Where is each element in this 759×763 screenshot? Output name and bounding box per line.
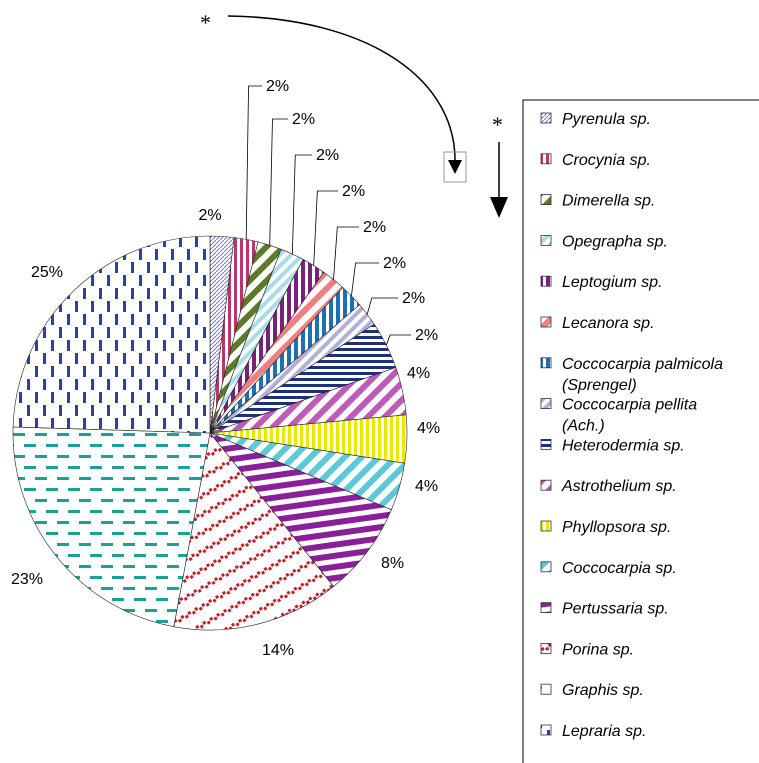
legend-label-13: Porina sp. bbox=[562, 641, 634, 658]
legend-swatch-0 bbox=[540, 112, 552, 124]
pie-leader-8 bbox=[385, 334, 411, 346]
legend-label-0: Pyrenula sp. bbox=[562, 111, 651, 128]
pie-label-4: 2% bbox=[342, 183, 365, 200]
legend-label-15: Lepraria sp. bbox=[562, 723, 647, 740]
pie-leader-3 bbox=[291, 154, 312, 255]
pie-leader-6 bbox=[351, 262, 379, 296]
pie-slice-13 bbox=[173, 432, 334, 631]
legend-swatch-7 bbox=[540, 398, 552, 410]
legend-box bbox=[522, 99, 759, 763]
pie-slice-15 bbox=[12, 235, 211, 434]
legend-swatch-13 bbox=[540, 643, 552, 654]
pie-label-3: 2% bbox=[316, 147, 339, 164]
annotation-star-right: * bbox=[492, 112, 503, 137]
legend-label-14: Graphis sp. bbox=[562, 682, 644, 699]
legend-swatch-12 bbox=[540, 602, 552, 613]
legend: Pyrenula sp. Crocynia sp. Dimerella sp. Ope… bbox=[540, 111, 723, 740]
pie-label-0: 2% bbox=[198, 207, 221, 224]
pie-label-7: 2% bbox=[402, 290, 425, 307]
legend-label-8: Heterodermia sp. bbox=[562, 437, 685, 454]
pie-label-13: 14% bbox=[262, 642, 294, 659]
legend-swatch-4 bbox=[540, 275, 552, 287]
legend-label-12: Pertussaria sp. bbox=[562, 601, 669, 618]
legend-label-5: Lecanora sp. bbox=[562, 315, 655, 332]
pie-label-9: 4% bbox=[407, 365, 430, 382]
legend-swatch-6 bbox=[540, 357, 552, 369]
annotation-straight-arrow-head bbox=[490, 197, 508, 218]
legend-swatch-11 bbox=[540, 561, 552, 573]
pie-slice-14 bbox=[12, 426, 211, 627]
pie-leader-5 bbox=[333, 226, 359, 280]
legend-label-10: Phyllopsora sp. bbox=[562, 519, 671, 536]
legend-swatch-15 bbox=[540, 724, 552, 736]
pie-label-1: 2% bbox=[266, 78, 289, 95]
pie-label-2: 2% bbox=[292, 111, 315, 128]
legend-swatch-2 bbox=[540, 194, 552, 206]
pie-label-5: 2% bbox=[363, 219, 386, 236]
legend-label-11: Coccocarpia sp. bbox=[562, 560, 677, 577]
legend-swatch-14 bbox=[540, 683, 552, 695]
pie-leader-2 bbox=[269, 118, 288, 246]
pie-leader-lines bbox=[245, 85, 411, 346]
pie-label-6: 2% bbox=[383, 255, 406, 272]
annotation-curved-arrow-head bbox=[448, 160, 462, 174]
pie-label-8: 2% bbox=[415, 327, 438, 344]
annotation-curved-arrow bbox=[227, 15, 456, 166]
legend-label-3: Opegrapha sp. bbox=[562, 233, 668, 250]
legend-label-1: Crocynia sp. bbox=[562, 152, 651, 169]
pie-label-10: 4% bbox=[417, 420, 440, 437]
pie-leader-7 bbox=[366, 297, 398, 315]
pie-leader-4 bbox=[313, 190, 338, 266]
pie-slice-12 bbox=[209, 432, 392, 587]
pie-label-15: 25% bbox=[31, 264, 63, 281]
legend-swatch-8 bbox=[540, 438, 552, 450]
pie-label-12: 8% bbox=[381, 555, 404, 572]
legend-label-2: Dimerella sp. bbox=[562, 193, 655, 210]
pie-label-14: 23% bbox=[11, 571, 43, 588]
pie-label-11: 4% bbox=[415, 478, 438, 495]
pie-slices bbox=[12, 235, 408, 631]
legend-swatch-10 bbox=[540, 520, 552, 532]
legend-swatch-9 bbox=[540, 479, 552, 491]
legend-label-4: Leptogium sp. bbox=[562, 274, 663, 291]
legend-swatch-3 bbox=[540, 234, 552, 246]
legend-swatch-5 bbox=[540, 316, 552, 328]
legend-swatch-1 bbox=[540, 153, 552, 165]
pie-leader-1 bbox=[245, 85, 262, 240]
pie-labels: 2%2%2%2%2%2%2%2%2%4%4%4%8%14%23%25% bbox=[11, 78, 440, 659]
annotation-box bbox=[443, 151, 467, 183]
legend-label-9: Astrothelium sp. bbox=[561, 478, 677, 495]
legend-label-7: Coccocarpia pellita (Ach.) bbox=[562, 397, 697, 435]
legend-label-6: Coccocarpia palmicola (Sprengel) bbox=[562, 356, 723, 394]
annotation-star-top: * bbox=[200, 10, 211, 35]
